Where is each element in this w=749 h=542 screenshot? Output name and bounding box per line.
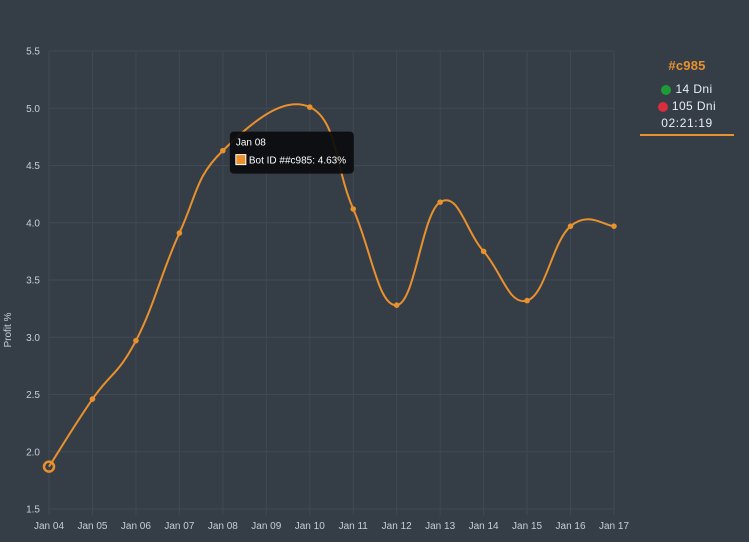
data-point (220, 147, 226, 154)
x-tick-label: Jan 05 (77, 521, 107, 532)
tooltip-box (229, 131, 354, 174)
y-tick-label: 2.5 (26, 390, 40, 401)
data-point (567, 223, 574, 229)
data-point (480, 248, 487, 255)
bot-id-label: #c985 (668, 58, 706, 73)
green-circle-icon (661, 84, 672, 95)
down-days-row: 105 Dni (640, 98, 734, 115)
tooltip-title: Jan 08 (236, 138, 266, 149)
x-tick-label: Jan 17 (599, 521, 629, 532)
data-point (611, 223, 617, 229)
x-tick-label: Jan 15 (512, 521, 542, 532)
y-tick-label: 3.5 (26, 276, 40, 287)
data-point (306, 104, 313, 110)
y-axis-title: Profit % (3, 312, 14, 347)
x-tick-label: Jan 12 (382, 521, 412, 532)
x-tick-label: Jan 08 (208, 521, 238, 532)
down-days-label: 105 Dni (671, 99, 717, 113)
x-tick-label: Jan 10 (295, 521, 325, 532)
y-tick-label: 5.0 (26, 104, 40, 115)
x-tick-label: Jan 04 (34, 521, 64, 532)
red-circle-icon (657, 101, 668, 112)
data-point (437, 199, 443, 205)
data-point (350, 206, 357, 212)
data-point-highlighted (42, 460, 56, 473)
x-tick-label: Jan 06 (121, 521, 151, 532)
tooltip-swatch (235, 154, 247, 166)
countdown-timer: 02:21:19 (640, 116, 734, 136)
data-point (133, 337, 139, 344)
x-tick-label: Jan 16 (556, 521, 586, 532)
x-tick-label: Jan 11 (339, 521, 369, 532)
y-tick-label: 5.5 (26, 47, 40, 58)
data-point (89, 396, 96, 402)
x-tick-label: Jan 09 (251, 521, 281, 532)
y-tick-label: 4.0 (26, 218, 40, 229)
x-tick-label: Jan 07 (164, 521, 194, 532)
y-tick-label: 1.5 (26, 505, 40, 516)
data-point (393, 302, 400, 308)
tooltip-label: Bot ID ##c985: 4.63% (249, 156, 346, 167)
y-tick-label: 2.0 (26, 447, 40, 458)
data-point (524, 297, 530, 304)
data-point (176, 230, 183, 236)
up-days-label: 14 Dni (675, 82, 713, 96)
y-tick-label: 4.5 (26, 161, 40, 172)
y-tick-label: 3.0 (26, 333, 40, 344)
bot-summary-panel: #c985 14 Dni 105 Dni 02:21:19 (640, 58, 734, 136)
x-tick-label: Jan 14 (469, 521, 499, 532)
x-tick-label: Jan 13 (425, 521, 455, 532)
up-days-row: 14 Dni (640, 81, 734, 98)
